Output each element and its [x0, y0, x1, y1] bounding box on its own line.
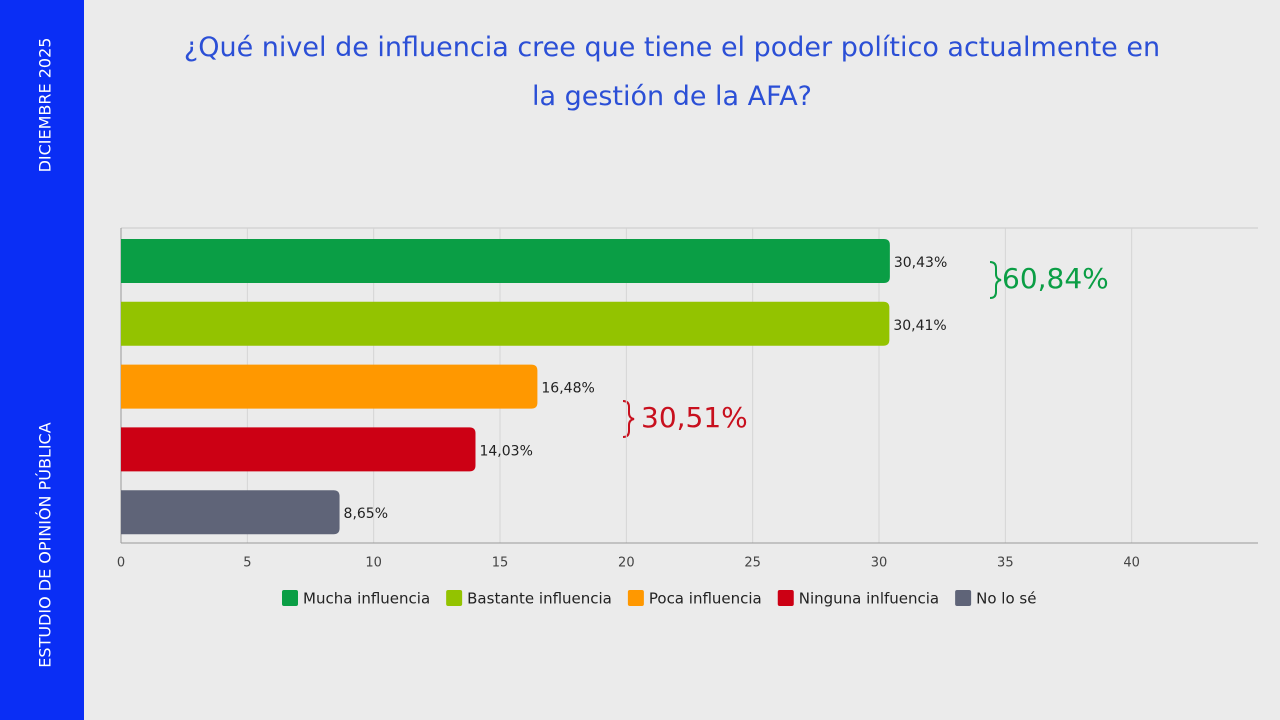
bar [121, 364, 538, 409]
bar [121, 301, 890, 346]
x-tick-label: 15 [492, 556, 509, 571]
chart-title: ¿Qué nivel de influencia cree que tiene … [184, 32, 1160, 112]
x-tick-label: 0 [117, 556, 125, 571]
data-label: 30,41% [893, 318, 946, 334]
legend-swatch [446, 590, 463, 606]
x-tick-label: 25 [744, 556, 761, 571]
data-label: 14,03% [479, 443, 532, 459]
bar [121, 239, 890, 283]
legend-label: No lo sé [976, 590, 1036, 608]
legend-label: Bastante influencia [467, 590, 612, 608]
annotation: 60,84% [1002, 262, 1109, 295]
x-tick-label: 35 [997, 556, 1014, 571]
annotation: 30,51% [641, 401, 748, 434]
legend-swatch [777, 590, 794, 606]
x-tick-label: 40 [1123, 556, 1140, 571]
legend-swatch [955, 590, 972, 606]
brace [622, 400, 635, 438]
data-label: 16,48% [541, 381, 594, 397]
x-tick-label: 30 [871, 556, 888, 571]
brace [989, 261, 1002, 299]
legend-label: Poca influencia [649, 590, 762, 608]
bar [121, 490, 340, 535]
legend-label: Ninguna inlfuencia [799, 590, 939, 608]
x-tick-label: 10 [365, 556, 382, 571]
legend-label: Mucha influencia [303, 590, 430, 608]
x-tick-label: 5 [243, 556, 251, 571]
sidebar-date: DICIEMBRE 2025 [36, 38, 55, 173]
x-tick-label: 20 [618, 556, 635, 571]
legend-swatch [282, 590, 298, 606]
sidebar [0, 0, 84, 720]
sidebar-study: ESTUDIO DE OPINIÓN PÚBLICA [36, 422, 55, 667]
bar [121, 427, 476, 472]
data-label: 30,43% [894, 255, 947, 271]
data-label: 8,65% [344, 506, 388, 522]
legend-swatch [627, 590, 644, 606]
